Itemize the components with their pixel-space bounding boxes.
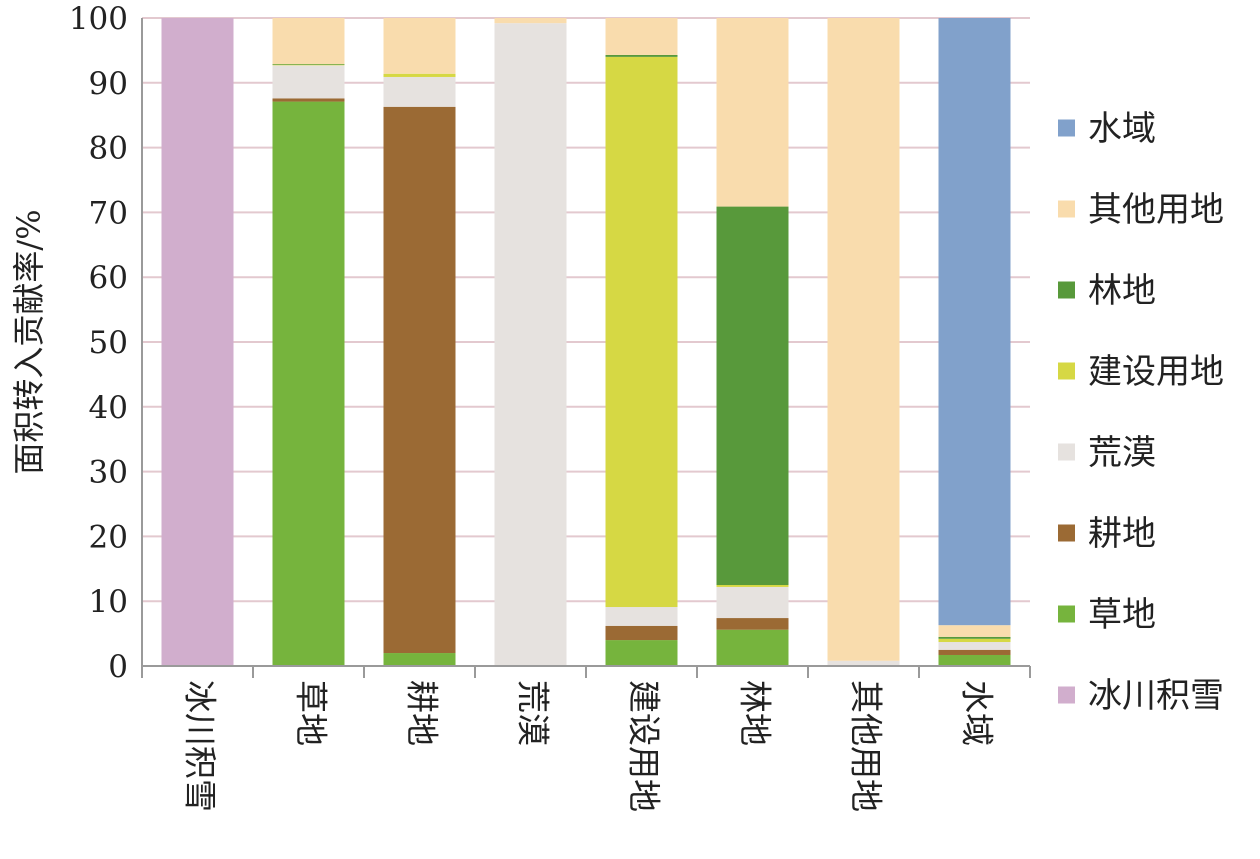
x-category-label: 耕地 [403, 680, 442, 746]
bar-segment [383, 76, 456, 107]
y-tick-label: 40 [89, 390, 128, 426]
bar-segment [161, 18, 234, 666]
bar-segment [938, 638, 1011, 643]
x-category-label: 草地 [292, 680, 331, 746]
y-tick-label: 10 [89, 584, 128, 620]
bar-segment [716, 18, 789, 207]
legend-label: 水域 [1088, 109, 1156, 149]
bar-segment [938, 642, 1011, 650]
bar-segment [716, 585, 789, 587]
bar-segment [938, 649, 1011, 655]
legend-swatch [1058, 119, 1075, 137]
legend-label: 耕地 [1088, 514, 1156, 554]
y-tick-label: 50 [89, 325, 128, 361]
bar-segment [605, 625, 678, 641]
bar-segment [272, 65, 345, 99]
legend-swatch [1058, 686, 1075, 704]
bar-segment [494, 23, 567, 666]
bars [161, 18, 1011, 667]
bar-segment [383, 653, 456, 666]
bar-segment [272, 98, 345, 102]
bar-segment [383, 73, 456, 77]
legend-swatch [1058, 524, 1075, 542]
legend-label: 林地 [1088, 271, 1156, 311]
legend-label: 其他用地 [1088, 190, 1224, 230]
y-tick-label: 90 [89, 66, 128, 102]
bar-segment [383, 106, 456, 654]
bar-segment [716, 618, 789, 630]
y-tick-label: 80 [89, 131, 128, 167]
y-tick-label: 30 [89, 455, 128, 491]
bar-segment [716, 629, 789, 666]
bar-segment [938, 625, 1011, 637]
axes [141, 18, 1031, 678]
x-category-label: 荒漠 [514, 680, 553, 746]
x-category-label: 建设用地 [625, 680, 664, 812]
y-axis-label: 面积转入贡献率/% [10, 209, 48, 474]
bar-segment [272, 101, 345, 667]
x-category-label: 冰川积雪 [181, 680, 220, 812]
legend-label: 荒漠 [1088, 433, 1156, 473]
legend-swatch [1058, 281, 1075, 299]
y-tick-label: 70 [89, 195, 128, 231]
legend-swatch [1058, 362, 1075, 380]
y-tick-labels: 0 10 20 30 40 50 60 70 80 90 100 [69, 1, 128, 685]
bar-segment [605, 640, 678, 666]
x-category-label: 其他用地 [847, 680, 886, 812]
bar-segment [383, 18, 456, 74]
bar-segment [938, 636, 1011, 639]
bar-segment [716, 206, 789, 585]
bar-segment [494, 18, 567, 24]
bar-segment [272, 64, 345, 66]
y-tick-label: 20 [89, 519, 128, 555]
x-category-label: 水域 [958, 680, 997, 746]
bar-segment [605, 18, 678, 55]
bar-segment [938, 654, 1011, 666]
x-category-labels: 冰川积雪 草地 耕地 荒漠 建设用地 林地 其他用地 水域 [181, 680, 997, 812]
bar-segment [605, 56, 678, 608]
bar-segment [272, 18, 345, 65]
bar-segment [938, 18, 1011, 626]
legend-label: 草地 [1088, 595, 1156, 635]
legend-label: 建设用地 [1088, 352, 1224, 392]
legend-label: 冰川积雪 [1088, 676, 1224, 716]
y-tick-label: 100 [69, 1, 128, 37]
bar-segment [272, 64, 345, 65]
y-tick-label: 0 [108, 649, 128, 685]
x-category-label: 林地 [736, 680, 775, 746]
bar-segment [716, 586, 789, 619]
bar-segment [827, 18, 900, 661]
bar-segment [605, 54, 678, 57]
bar-segment [827, 660, 900, 666]
legend-swatch [1058, 200, 1075, 218]
legend-swatch [1058, 605, 1075, 623]
legend-swatch [1058, 443, 1075, 461]
bar-segment [605, 607, 678, 626]
y-tick-label: 60 [89, 260, 128, 296]
